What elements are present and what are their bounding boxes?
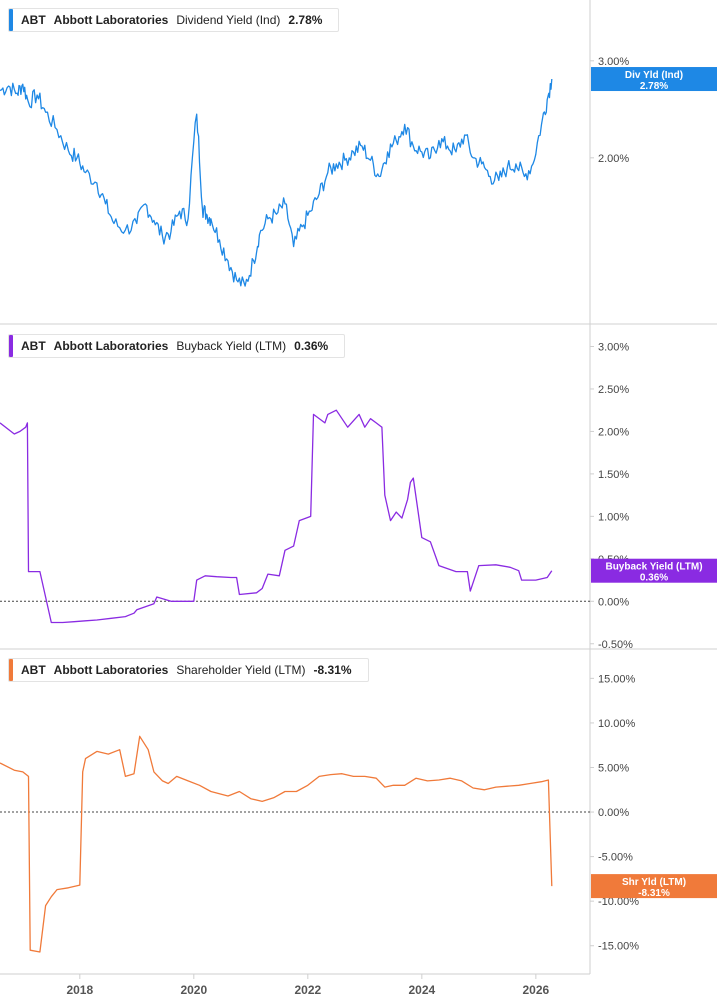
legend-metric: Shareholder Yield (LTM)	[176, 663, 306, 677]
value-tag-bg	[591, 67, 717, 92]
value-tag-value: 0.36%	[640, 573, 668, 584]
series-line	[0, 409, 553, 624]
series-color-swatch	[9, 335, 13, 357]
legend-company: Abbott Laboratories	[53, 663, 169, 677]
value-tag-bg	[591, 874, 717, 899]
value-tag-label: Buyback Yield (LTM)	[605, 562, 702, 573]
y-tick-label: 3.00%	[598, 56, 629, 68]
series-color-swatch	[9, 9, 13, 31]
value-tag: Div Yld (Ind)2.78%	[591, 67, 717, 92]
legend-buyback-yield: ABT Abbott Laboratories Buyback Yield (L…	[8, 334, 346, 358]
value-tags: Div Yld (Ind)2.78% Buyback Yield (LTM)0.3…	[591, 67, 717, 899]
legend-shareholder-yield: ABT Abbott Laboratories Shareholder Yiel…	[8, 658, 369, 682]
y-tick-label: -10.00%	[598, 896, 639, 908]
series-line	[0, 78, 553, 287]
y-tick-label: -15.00%	[598, 941, 639, 953]
legend-ticker: ABT	[21, 663, 46, 677]
y-tick-label: 0.00%	[598, 596, 629, 608]
y-tick-label: 10.00%	[598, 718, 636, 730]
value-tag: Buyback Yield (LTM)0.36%	[591, 558, 717, 584]
legend-ticker: ABT	[21, 339, 46, 353]
x-tick-label: 2024	[408, 983, 435, 997]
series-line	[0, 735, 553, 953]
legend-value: -8.31%	[313, 663, 352, 677]
legend-ticker: ABT	[21, 13, 46, 27]
y-tick-label: 2.50%	[598, 384, 629, 396]
y-tick-label: 1.00%	[598, 511, 629, 523]
legend-metric: Buyback Yield (LTM)	[176, 339, 287, 353]
legend-company: Abbott Laboratories	[53, 13, 169, 27]
y-tick-label: 15.00%	[598, 673, 636, 685]
y-tick-label: -5.00%	[598, 852, 633, 864]
y-tick-label: 2.00%	[598, 426, 629, 438]
x-tick-label: 2020	[180, 983, 207, 997]
legend-company: Abbott Laboratories	[53, 339, 169, 353]
axis-layer: 3.00%2.00%3.00%2.50%2.00%1.50%1.00%0.50%…	[66, 56, 639, 997]
value-tag-value: 2.78%	[640, 81, 668, 92]
value-tag-bg	[591, 558, 717, 583]
value-tag-value: -8.31%	[638, 888, 670, 899]
plot-layer	[0, 78, 590, 953]
legend-value: 2.78%	[288, 13, 323, 27]
legend-value: 0.36%	[294, 339, 329, 353]
y-tick-label: 5.00%	[598, 762, 629, 774]
legend-metric: Dividend Yield (Ind)	[176, 13, 281, 27]
y-tick-label: 0.00%	[598, 807, 629, 819]
y-tick-label: -0.50%	[598, 639, 633, 651]
value-tag-label: Shr Yld (LTM)	[622, 877, 686, 888]
y-tick-label: 1.50%	[598, 469, 629, 481]
value-tag-label: Div Yld (Ind)	[625, 70, 683, 81]
x-tick-label: 2026	[522, 983, 549, 997]
value-tag: Shr Yld (LTM)-8.31%	[591, 874, 717, 899]
y-tick-label: 3.00%	[598, 341, 629, 353]
y-tick-label: 2.00%	[598, 153, 629, 165]
x-tick-label: 2018	[66, 983, 93, 997]
legend-dividend-yield: ABT Abbott Laboratories Dividend Yield (…	[8, 8, 340, 32]
x-tick-label: 2022	[294, 983, 321, 997]
series-color-swatch	[9, 659, 13, 681]
